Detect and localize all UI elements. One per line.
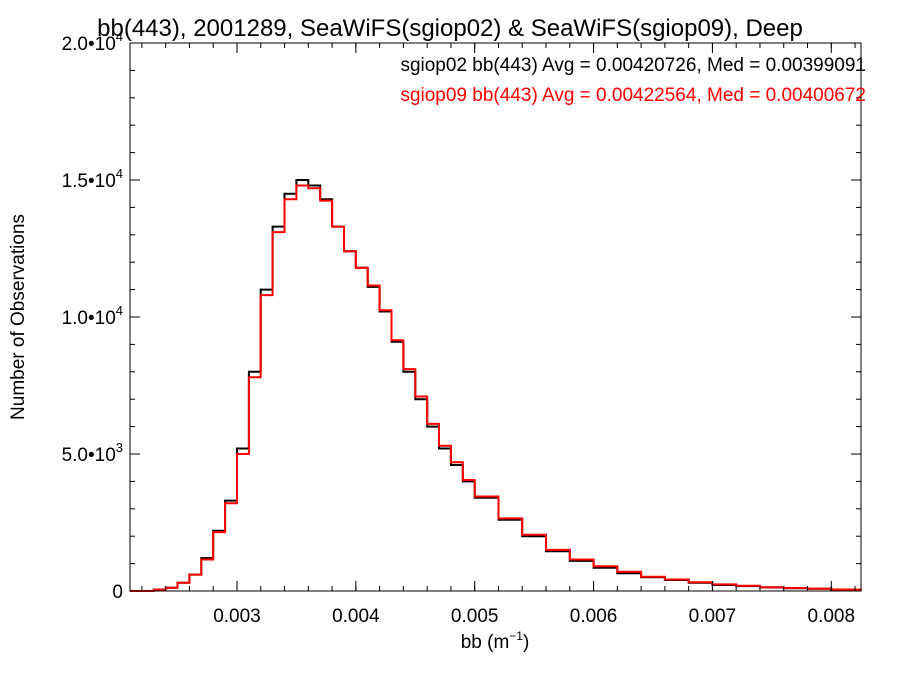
x-tick-label: 0.003	[213, 606, 261, 627]
y-tick-label: 1.0•104	[62, 303, 123, 329]
y-axis: 0 5.0•103 1.0•104 1.5•104 2.0•104	[62, 29, 861, 603]
series-layer	[130, 179, 862, 592]
x-tick-label: 0.006	[570, 606, 618, 627]
y-axis-title: Number of Observations	[8, 214, 29, 420]
series-line-1	[130, 184, 862, 592]
series-line-0	[130, 179, 862, 592]
legend-entry-sgiop09: sgiop09 bb(443) Avg = 0.00422564, Med = …	[400, 85, 866, 106]
x-tick-label: 0.008	[808, 606, 856, 627]
y-tick-label: 1.5•104	[62, 166, 123, 192]
x-axis: 0.003 0.004 0.005 0.006 0.007 0.008	[141, 43, 856, 627]
y-tick-label: 5.0•103	[62, 440, 123, 466]
chart-title: bb(443), 2001289, SeaWiFS(sgiop02) & Sea…	[97, 15, 803, 42]
legend-entry-sgiop02: sgiop02 bb(443) Avg = 0.00420726, Med = …	[400, 55, 866, 76]
x-tick-label: 0.005	[451, 606, 499, 627]
plot-frame	[129, 42, 862, 592]
x-tick-label: 0.007	[689, 606, 737, 627]
y-tick-label: 0	[112, 582, 123, 603]
x-tick-label: 0.004	[332, 606, 380, 627]
x-axis-title: bb (m−1)	[461, 629, 530, 653]
x-axis-label-superscript: −1	[509, 629, 523, 643]
x-axis-label: bb (m	[461, 632, 510, 653]
x-axis-label-suffix: )	[523, 632, 529, 653]
y-tick-label: 2.0•104	[62, 29, 123, 55]
